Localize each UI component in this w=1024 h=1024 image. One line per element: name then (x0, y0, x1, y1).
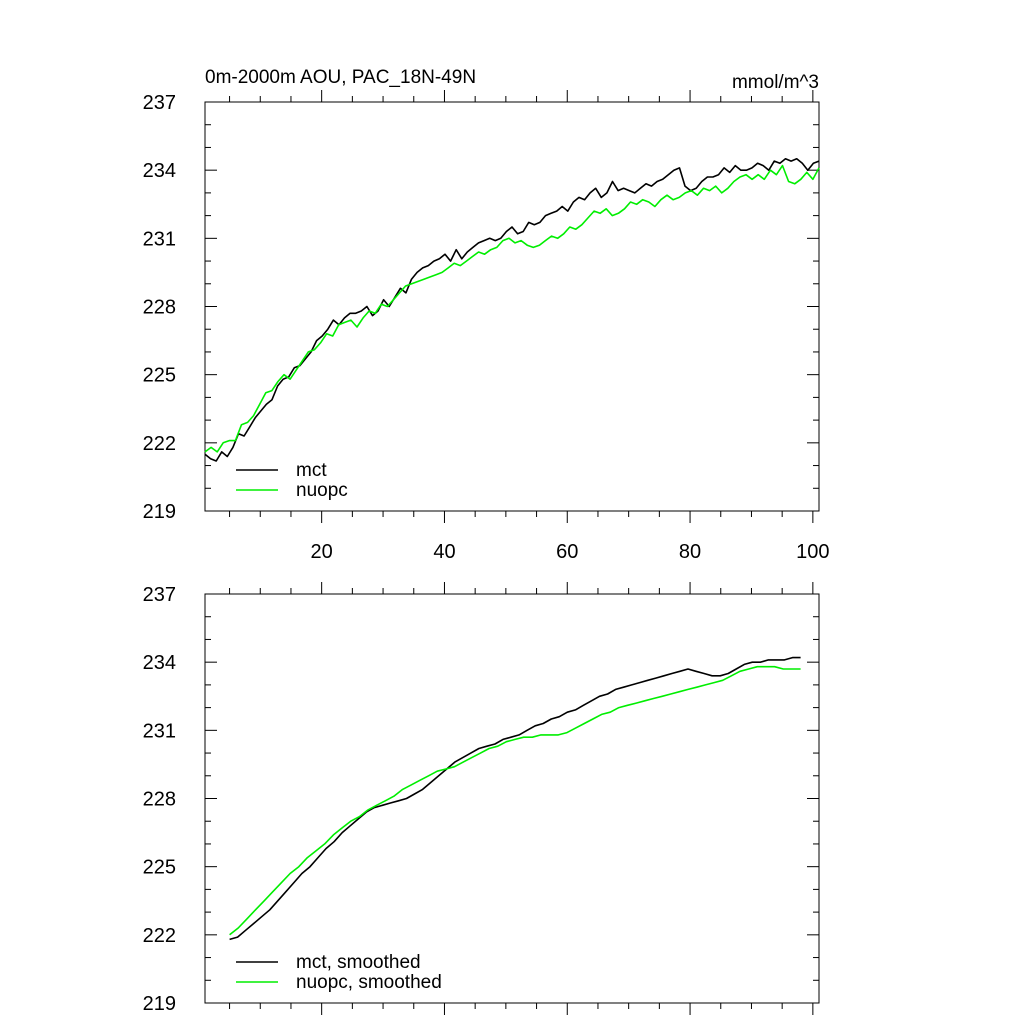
x-tick-label: 40 (433, 541, 455, 563)
y-tick-label: 222 (143, 925, 176, 947)
y-tick-label: 237 (143, 92, 176, 114)
panel-bottom: 219 222 225 228 231 234 237 mct, smoothednuopc,… (143, 582, 820, 1015)
y-tick-label: 234 (143, 652, 176, 674)
y-tick-label: 231 (143, 228, 176, 250)
legend-label: nuopc (296, 480, 348, 501)
legend-label: nuopc, smoothed (296, 972, 442, 993)
chart-units: mmol/m^3 (732, 72, 819, 93)
y-tick-label: 225 (143, 365, 176, 387)
legend-label: mct (296, 460, 327, 481)
plot-frame (204, 593, 820, 1004)
x-tick-label: 60 (556, 541, 578, 563)
y-tick-label: 225 (143, 857, 176, 879)
x-tick-label: 80 (679, 541, 701, 563)
legend-label: mct, smoothed (296, 952, 421, 973)
y-tick-label: 219 (143, 993, 176, 1015)
series-line-mct-smoothed (229, 656, 801, 941)
y-tick-label: 222 (143, 433, 176, 455)
plot-frame (204, 101, 820, 512)
y-tick-label: 228 (143, 297, 176, 319)
x-tick-label: 100 (796, 541, 829, 563)
chart-title: 0m-2000m AOU, PAC_18N-49N (205, 67, 476, 88)
series-line-mct (204, 158, 820, 462)
y-tick-label: 234 (143, 160, 176, 182)
y-tick-label: 237 (143, 584, 176, 606)
series-line-nuopc-smoothed (229, 665, 801, 936)
y-tick-label: 231 (143, 720, 176, 742)
y-tick-label: 228 (143, 789, 176, 811)
y-tick-label: 219 (143, 501, 176, 523)
x-tick-label: 20 (311, 541, 333, 563)
panel-top: 219 222 225 228 231 234 237 20 40 60 80 100 0m-2000m… (143, 67, 830, 563)
series-line-nuopc (204, 164, 820, 453)
